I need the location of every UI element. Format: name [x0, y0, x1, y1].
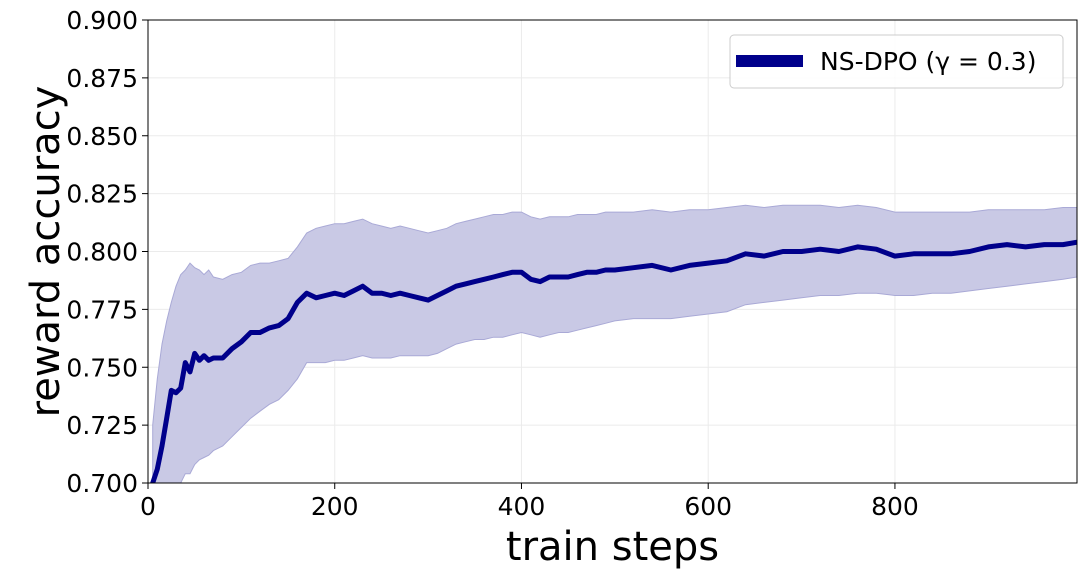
- confidence-band: [152, 204, 1077, 483]
- series-line: [150, 239, 1077, 483]
- x-tick-label: 200: [311, 492, 359, 521]
- y-axis-ticks: 0.700 0.725 0.750 0.775 0.800 0.825 0.850 0.875…: [66, 6, 148, 498]
- y-axis-title: reward accuracy: [23, 86, 69, 418]
- x-axis-ticks: 0 200 400 600 800: [140, 483, 919, 521]
- legend-label: NS-DPO (γ = 0.3): [820, 47, 1036, 76]
- y-tick-label: 0.850: [66, 122, 138, 151]
- y-tick-label: 0.750: [66, 353, 138, 382]
- x-tick-label: 800: [871, 492, 919, 521]
- x-axis-title: train steps: [506, 524, 719, 570]
- series-line-layer: [150, 239, 1077, 483]
- y-tick-label: 0.725: [66, 411, 138, 440]
- x-tick-label: 400: [498, 492, 546, 521]
- y-tick-label: 0.800: [66, 238, 138, 267]
- y-tick-label: 0.700: [66, 469, 138, 498]
- y-tick-label: 0.825: [66, 180, 138, 209]
- y-tick-label: 0.875: [66, 64, 138, 93]
- legend-box: [729, 34, 1064, 89]
- x-tick-label: 0: [140, 492, 156, 521]
- y-tick-label: 0.775: [66, 295, 138, 324]
- x-tick-label: 600: [684, 492, 732, 521]
- y-tick-label: 0.900: [66, 6, 138, 35]
- confidence-band-layer: [152, 204, 1077, 483]
- legend: NS-DPO (γ = 0.3): [729, 34, 1064, 89]
